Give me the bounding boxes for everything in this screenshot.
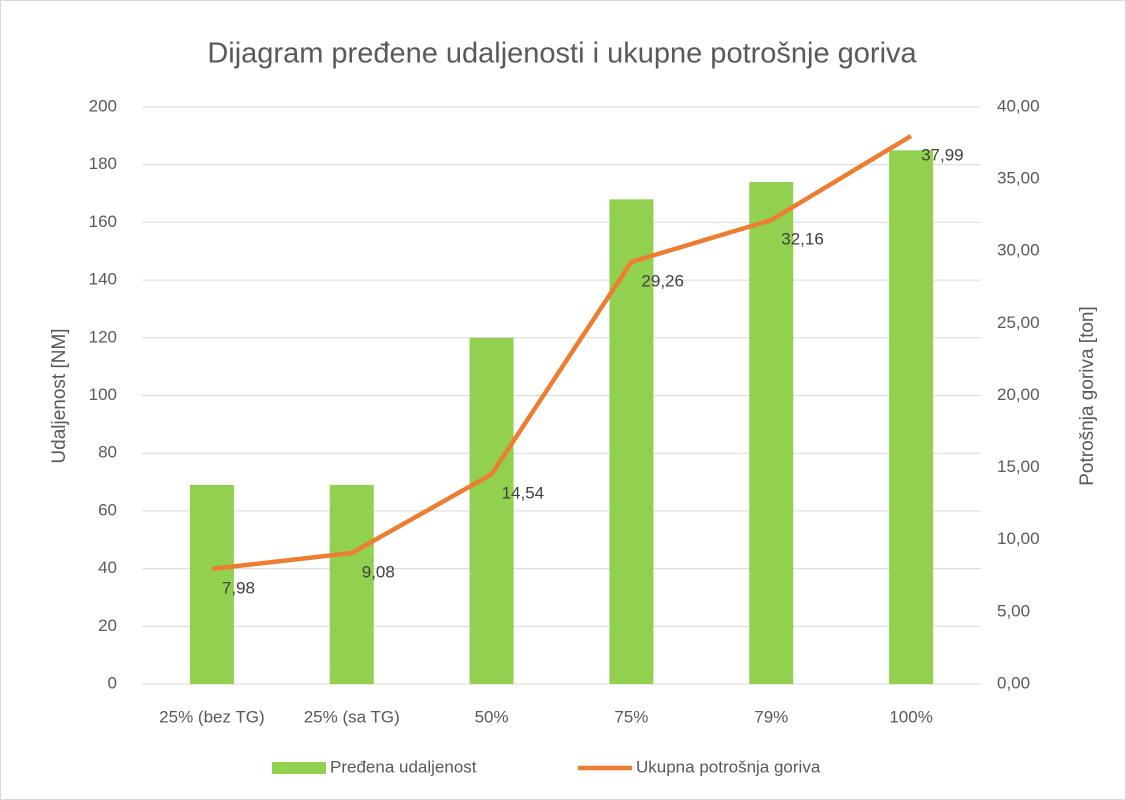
y-axis-title: Udaljenost [NM] xyxy=(49,328,70,463)
y-tick-label: 160 xyxy=(89,212,117,231)
line xyxy=(211,134,913,572)
data-label: 14,54 xyxy=(502,484,545,503)
y2-tick-label: 35,00 xyxy=(997,169,1040,188)
y2-tick-label: 0,00 xyxy=(997,673,1030,692)
x-tick-label: 79% xyxy=(754,707,788,726)
y2-tick-label: 15,00 xyxy=(997,457,1040,476)
y2-tick-label: 30,00 xyxy=(997,241,1040,260)
y-tick-label: 120 xyxy=(89,327,117,346)
bar xyxy=(889,150,934,684)
y-tick-label: 20 xyxy=(98,616,117,635)
y2-tick-label: 10,00 xyxy=(997,529,1040,548)
legend-label: Pređena udaljenost xyxy=(330,757,477,776)
data-label: 37,99 xyxy=(921,145,964,164)
y2-tick-label: 25,00 xyxy=(997,313,1040,332)
y2-tick-label: 5,00 xyxy=(997,601,1030,620)
y-tick-label: 40 xyxy=(98,558,117,577)
y-tick-label: 100 xyxy=(89,385,117,404)
y-tick-label: 140 xyxy=(89,270,117,289)
y-tick-label: 60 xyxy=(98,500,117,519)
legend-swatch xyxy=(272,762,326,774)
bar xyxy=(329,484,374,684)
data-label: 9,08 xyxy=(362,563,395,582)
x-tick-label: 50% xyxy=(475,707,509,726)
y2-axis-title: Potrošnja goriva [ton] xyxy=(1077,306,1098,486)
bar xyxy=(749,182,794,684)
x-tick-label: 25% (bez TG) xyxy=(159,707,265,726)
x-tick-label: 75% xyxy=(614,707,648,726)
chart-title: Dijagram pređene udaljenosti i ukupne po… xyxy=(207,38,917,70)
x-tick-label: 25% (sa TG) xyxy=(304,707,400,726)
legend-label: Ukupna potrošnja goriva xyxy=(636,757,821,776)
x-tick-label: 100% xyxy=(889,707,932,726)
bar xyxy=(469,337,514,684)
y-tick-label: 180 xyxy=(89,154,117,173)
y2-tick-label: 40,00 xyxy=(997,96,1040,115)
data-label: 32,16 xyxy=(781,230,824,249)
y2-tick-label: 20,00 xyxy=(997,385,1040,404)
data-label: 29,26 xyxy=(641,271,684,290)
bar xyxy=(189,484,234,684)
y-tick-label: 0 xyxy=(108,673,117,692)
y-tick-label: 80 xyxy=(98,443,117,462)
bar xyxy=(609,199,654,684)
y-tick-label: 200 xyxy=(89,96,117,115)
data-label: 7,98 xyxy=(222,578,255,597)
